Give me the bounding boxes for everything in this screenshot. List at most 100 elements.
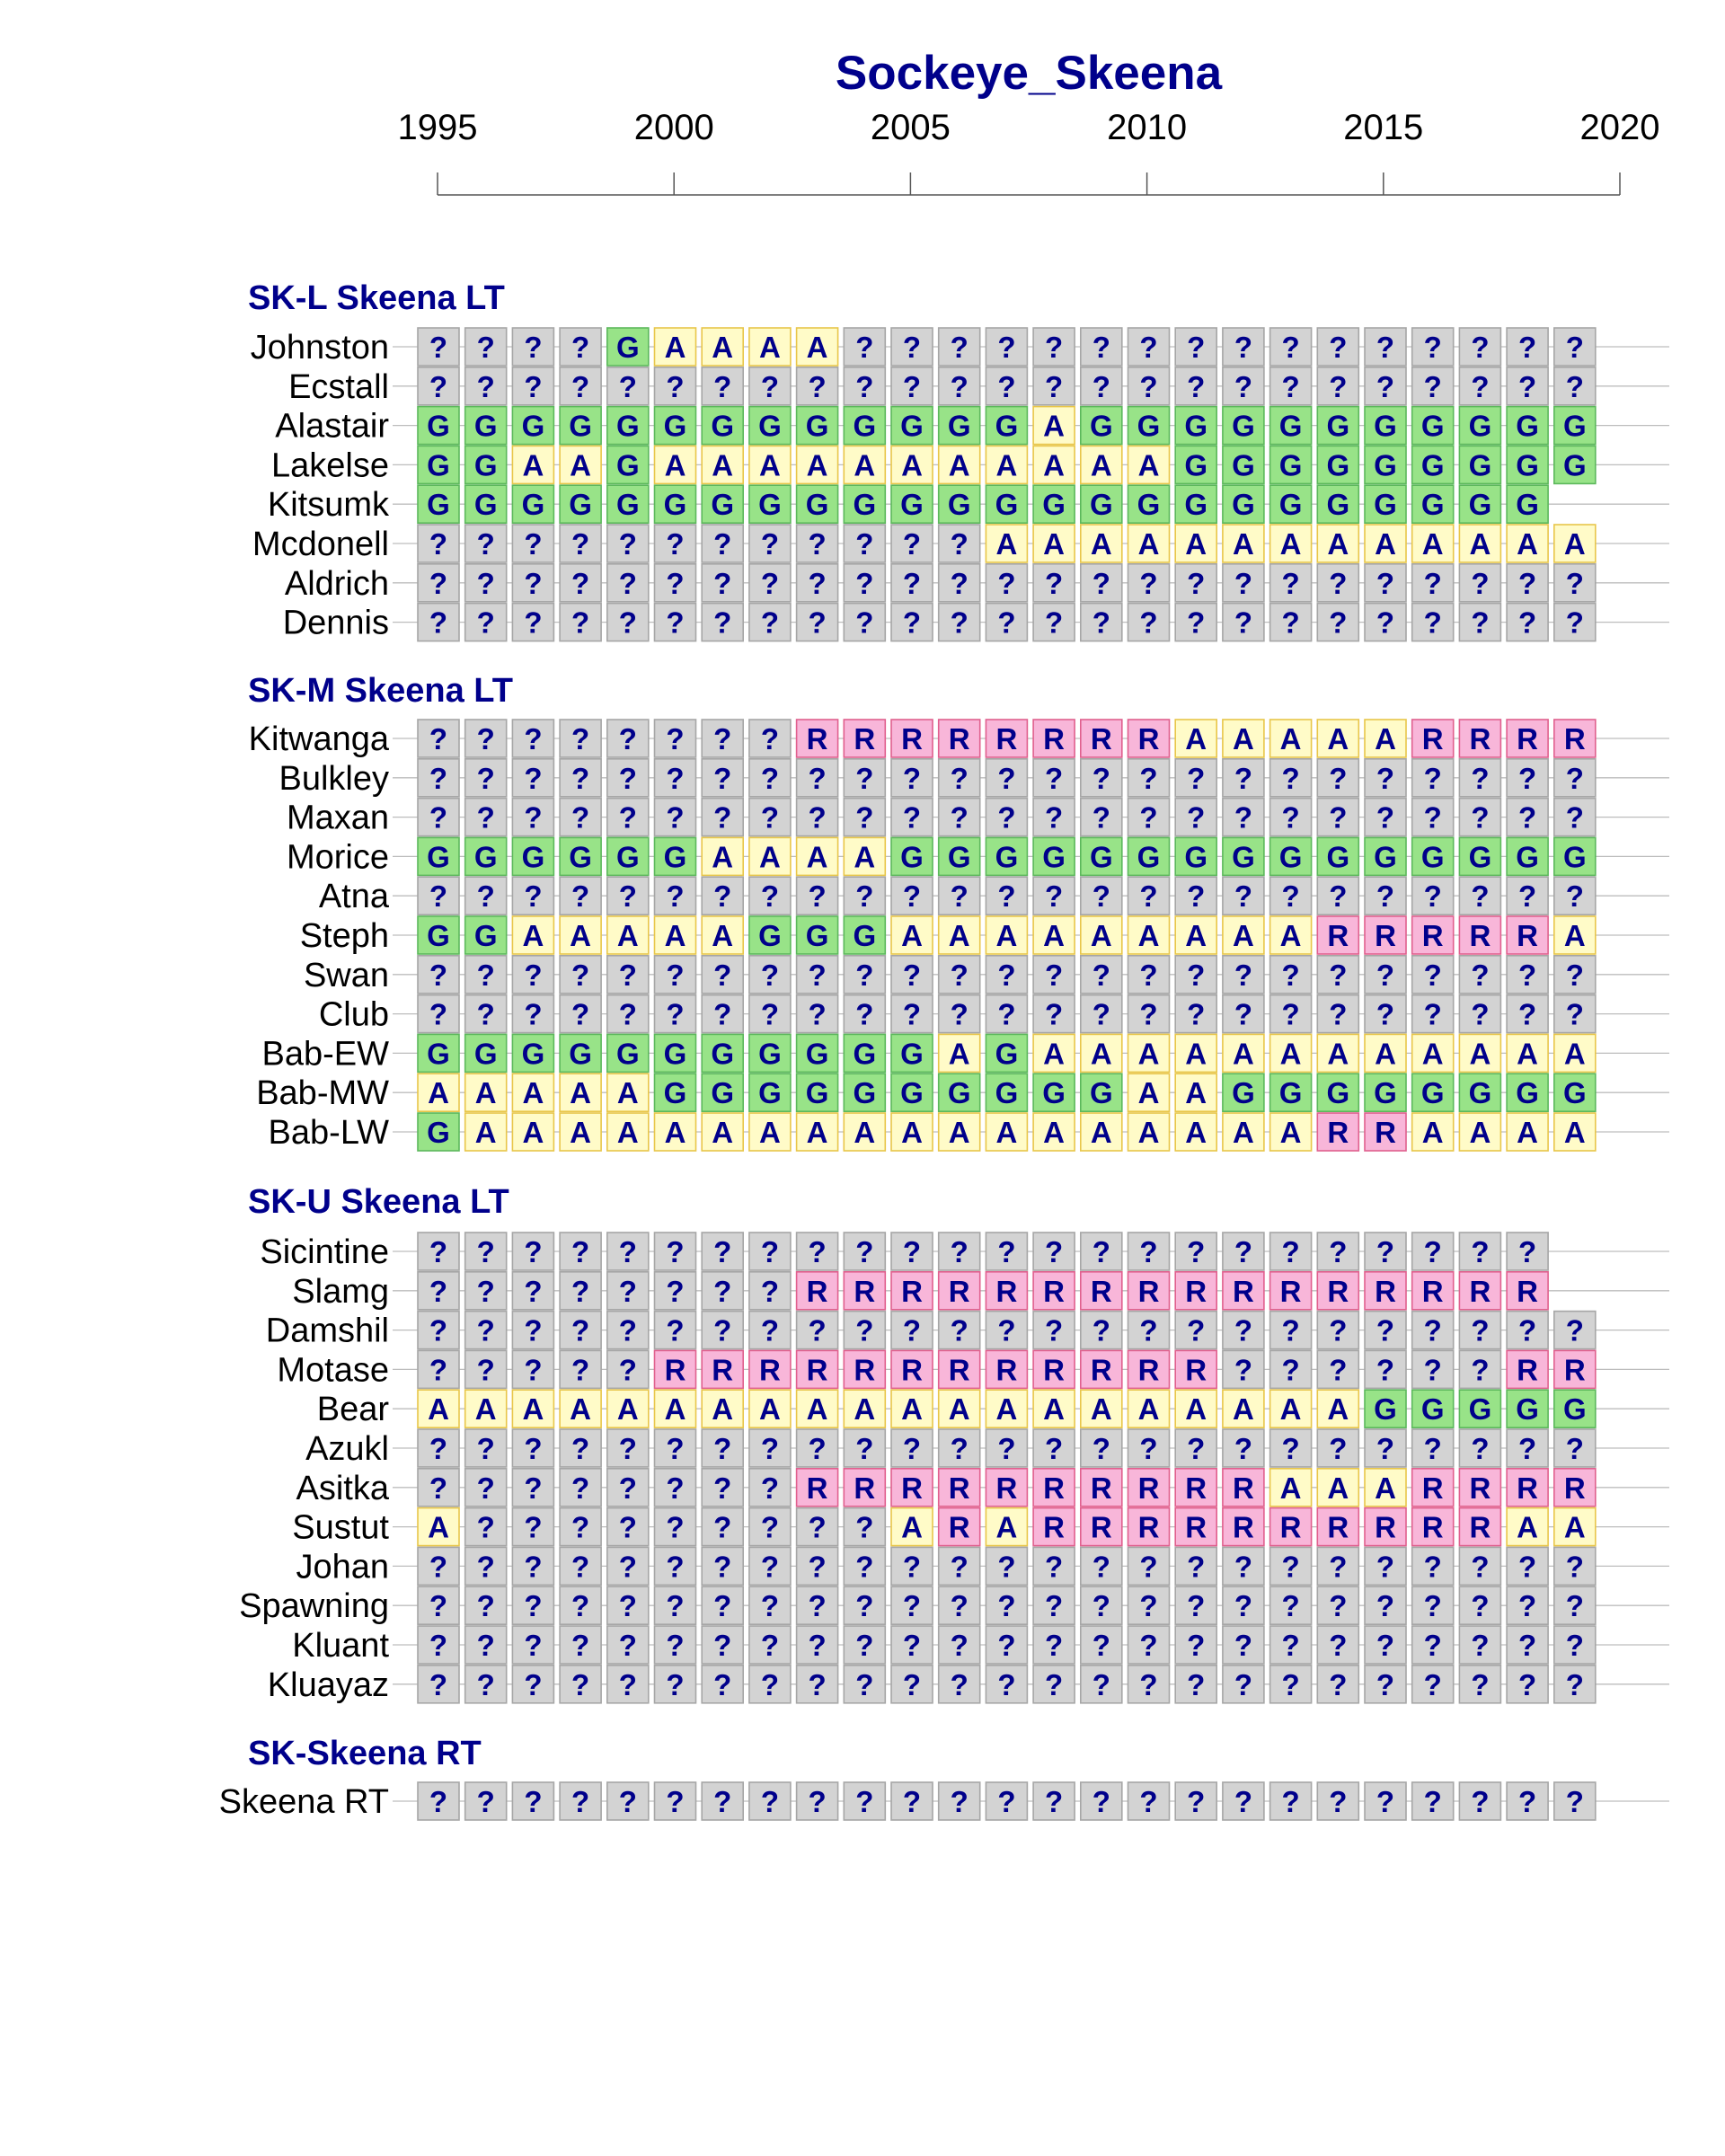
status-cell bbox=[1080, 876, 1123, 916]
status-code: A bbox=[1327, 1392, 1349, 1426]
status-code: A bbox=[522, 919, 544, 952]
status-code: ? bbox=[1329, 879, 1347, 913]
status-code: G bbox=[474, 448, 498, 482]
status-code: R bbox=[1138, 722, 1160, 755]
status-code: A bbox=[807, 840, 828, 873]
status-cell bbox=[417, 1073, 460, 1112]
status-cell bbox=[843, 327, 887, 367]
status-code: ? bbox=[1282, 1235, 1300, 1268]
status-cell bbox=[748, 1310, 792, 1350]
status-cell bbox=[1506, 1546, 1549, 1586]
status-code: A bbox=[949, 1116, 970, 1149]
status-cell bbox=[1269, 757, 1313, 798]
status-cell bbox=[985, 1310, 1029, 1350]
status-code: A bbox=[1517, 1116, 1538, 1149]
status-code: ? bbox=[903, 762, 921, 795]
status-cell bbox=[1506, 1507, 1549, 1547]
status-code: ? bbox=[761, 1511, 779, 1544]
status-cell bbox=[701, 562, 745, 603]
status-cell bbox=[1127, 445, 1171, 485]
status-code: ? bbox=[571, 606, 589, 640]
status-code: A bbox=[1280, 722, 1302, 755]
status-code: ? bbox=[855, 1550, 873, 1583]
status-code: ? bbox=[477, 1235, 495, 1268]
status-cell bbox=[1127, 1625, 1171, 1665]
status-code: ? bbox=[1045, 879, 1063, 913]
status-cell bbox=[1316, 797, 1360, 837]
status-code: ? bbox=[1376, 1432, 1394, 1465]
status-cell bbox=[511, 836, 555, 877]
status-cell bbox=[1032, 366, 1075, 406]
status-code: ? bbox=[1329, 1589, 1347, 1622]
status-code: ? bbox=[1518, 1432, 1536, 1465]
status-code: ? bbox=[1139, 1235, 1157, 1268]
status-cell bbox=[1411, 405, 1455, 446]
status-cell bbox=[417, 1546, 460, 1586]
status-code: ? bbox=[1424, 567, 1442, 600]
status-code: R bbox=[1233, 1471, 1254, 1505]
status-cell bbox=[1174, 1665, 1217, 1704]
status-code: ? bbox=[713, 1589, 731, 1622]
status-code: A bbox=[570, 919, 591, 952]
table-row: Atna????????????????????????? bbox=[319, 876, 1669, 916]
status-cell bbox=[1458, 602, 1502, 642]
status-cell bbox=[748, 1232, 792, 1271]
status-cell bbox=[890, 1665, 933, 1704]
status-code: ? bbox=[1471, 1668, 1489, 1701]
status-code: ? bbox=[619, 370, 637, 403]
status-code: ? bbox=[1045, 1432, 1063, 1465]
status-cell bbox=[1080, 797, 1123, 837]
status-cell bbox=[511, 1033, 555, 1074]
status-cell bbox=[464, 1232, 508, 1271]
status-cell bbox=[1032, 955, 1075, 994]
status-cell bbox=[511, 602, 555, 642]
status-code: ? bbox=[1424, 1353, 1442, 1386]
status-code: G bbox=[995, 1037, 1019, 1070]
status-cell bbox=[937, 1389, 981, 1428]
status-code: ? bbox=[1234, 1668, 1252, 1701]
status-cell bbox=[1458, 994, 1502, 1034]
status-code: R bbox=[1043, 722, 1065, 755]
status-cell bbox=[890, 915, 933, 955]
status-code: ? bbox=[1424, 1668, 1442, 1701]
status-cell bbox=[1032, 1781, 1075, 1821]
status-cell bbox=[1127, 994, 1171, 1034]
status-code: A bbox=[665, 919, 686, 952]
status-code: ? bbox=[571, 1629, 589, 1662]
status-code: ? bbox=[1045, 1235, 1063, 1268]
status-code: G bbox=[1279, 1076, 1303, 1109]
status-code: ? bbox=[855, 331, 873, 364]
status-cell bbox=[843, 1073, 887, 1112]
status-cell bbox=[1032, 445, 1075, 485]
status-cell bbox=[1174, 1310, 1217, 1350]
status-cell bbox=[1222, 1665, 1265, 1704]
status-code: A bbox=[1185, 1037, 1207, 1070]
status-cell bbox=[795, 1310, 839, 1350]
status-code: R bbox=[1517, 919, 1538, 952]
status-cell bbox=[1269, 562, 1313, 603]
status-code: ? bbox=[429, 527, 447, 561]
status-cell bbox=[417, 327, 460, 367]
table-row: Mcdonell???????????? A A A A A A A A A A A A A bbox=[252, 524, 1669, 563]
status-cell bbox=[701, 602, 745, 642]
status-cell bbox=[937, 876, 981, 916]
status-cell bbox=[701, 405, 745, 446]
status-code: ? bbox=[666, 1314, 684, 1348]
status-code: ? bbox=[524, 1629, 542, 1662]
status-code: A bbox=[1564, 1037, 1586, 1070]
status-code: R bbox=[1564, 722, 1586, 755]
status-code: ? bbox=[713, 998, 731, 1031]
status-cell bbox=[1080, 1625, 1123, 1665]
status-cell bbox=[1553, 524, 1597, 563]
status-cell bbox=[1269, 1112, 1313, 1152]
status-code: ? bbox=[477, 1668, 495, 1701]
status-cell bbox=[1553, 405, 1597, 446]
status-cell bbox=[653, 1232, 697, 1271]
row-label: Spawning bbox=[239, 1587, 389, 1625]
status-code: ? bbox=[1187, 331, 1205, 364]
status-code: ? bbox=[1518, 959, 1536, 992]
status-code: R bbox=[1422, 1275, 1444, 1308]
status-code: G bbox=[1137, 840, 1161, 873]
